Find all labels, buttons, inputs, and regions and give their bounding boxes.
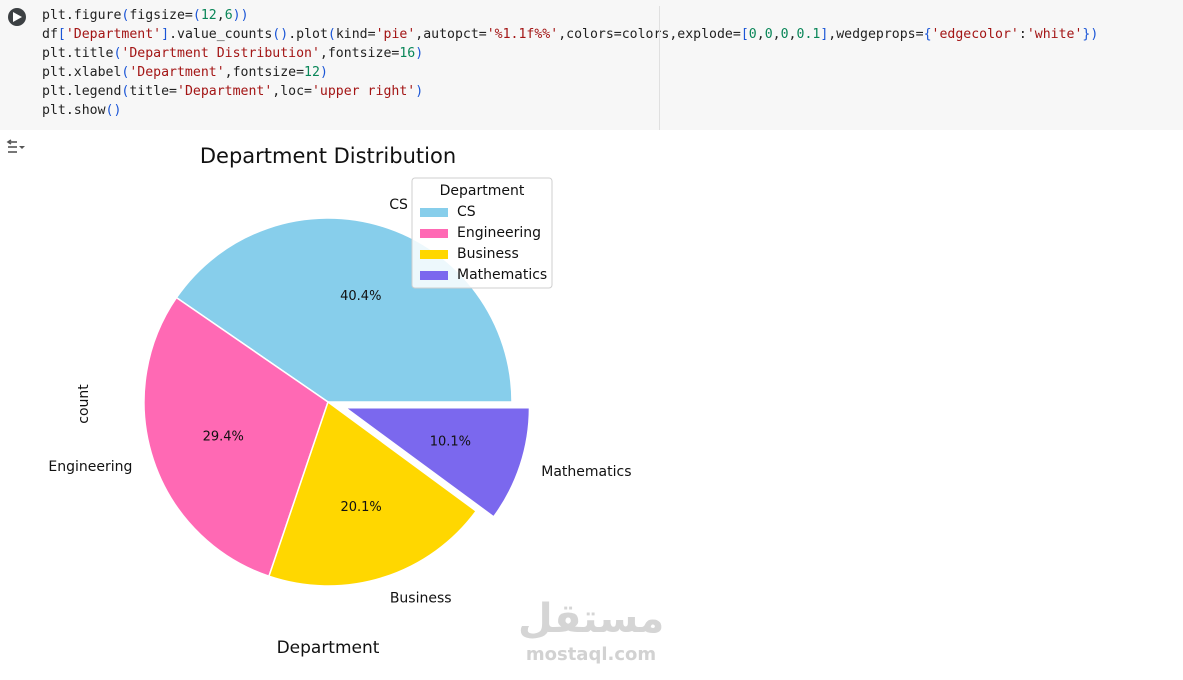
legend-swatch	[420, 250, 448, 259]
pie-slice-mathematics	[343, 406, 531, 518]
y-axis-label: count	[76, 384, 92, 424]
slice-category-label: Mathematics	[541, 464, 631, 480]
slice-percent-label: 20.1%	[340, 500, 381, 515]
chart-title: Department Distribution	[200, 144, 456, 168]
code-line: df['Department'].value_counts().plot(kin…	[42, 27, 1099, 42]
code-editor[interactable]: plt.figure(figsize=(12,6)) df['Department…	[42, 6, 1098, 120]
legend-entry: CS	[457, 204, 476, 220]
code-line: plt.legend(title='Department',loc='upper…	[42, 84, 424, 99]
code-line: plt.figure(figsize=(12,6))	[42, 8, 249, 23]
legend-swatch	[420, 208, 448, 217]
code-line: plt.xlabel('Department',fontsize=12)	[42, 65, 328, 80]
editor-divider	[659, 6, 660, 130]
play-icon	[13, 12, 22, 22]
code-line: plt.title('Department Distribution',font…	[42, 46, 424, 61]
watermark-arabic: مستقل	[518, 596, 665, 642]
legend-entry: Business	[457, 246, 519, 262]
legend-swatch	[420, 229, 448, 238]
slice-category-label: CS	[389, 197, 408, 213]
legend-entry: Engineering	[457, 225, 541, 241]
x-axis-label: Department	[277, 638, 380, 658]
watermark-latin: mostaql.com	[525, 644, 657, 665]
legend-entry: Mathematics	[457, 267, 547, 283]
legend-box	[411, 177, 553, 289]
output-toggle-button[interactable]	[6, 138, 28, 156]
code-cell[interactable]: plt.figure(figsize=(12,6)) df['Department…	[0, 0, 1183, 130]
code-line: plt.show()	[42, 103, 122, 118]
slice-percent-label: 10.1%	[430, 435, 471, 450]
output-toggle-icon	[6, 139, 25, 153]
slice-percent-label: 40.4%	[340, 289, 381, 304]
pie-slice-business	[267, 400, 478, 587]
legend-title: Department	[440, 183, 525, 199]
slice-category-label: Business	[390, 591, 452, 607]
pie-slice-engineering	[143, 296, 329, 578]
slice-category-label: Engineering	[48, 459, 132, 475]
run-cell-button[interactable]	[8, 8, 26, 26]
slice-percent-label: 29.4%	[203, 429, 244, 444]
legend-swatch	[420, 271, 448, 280]
